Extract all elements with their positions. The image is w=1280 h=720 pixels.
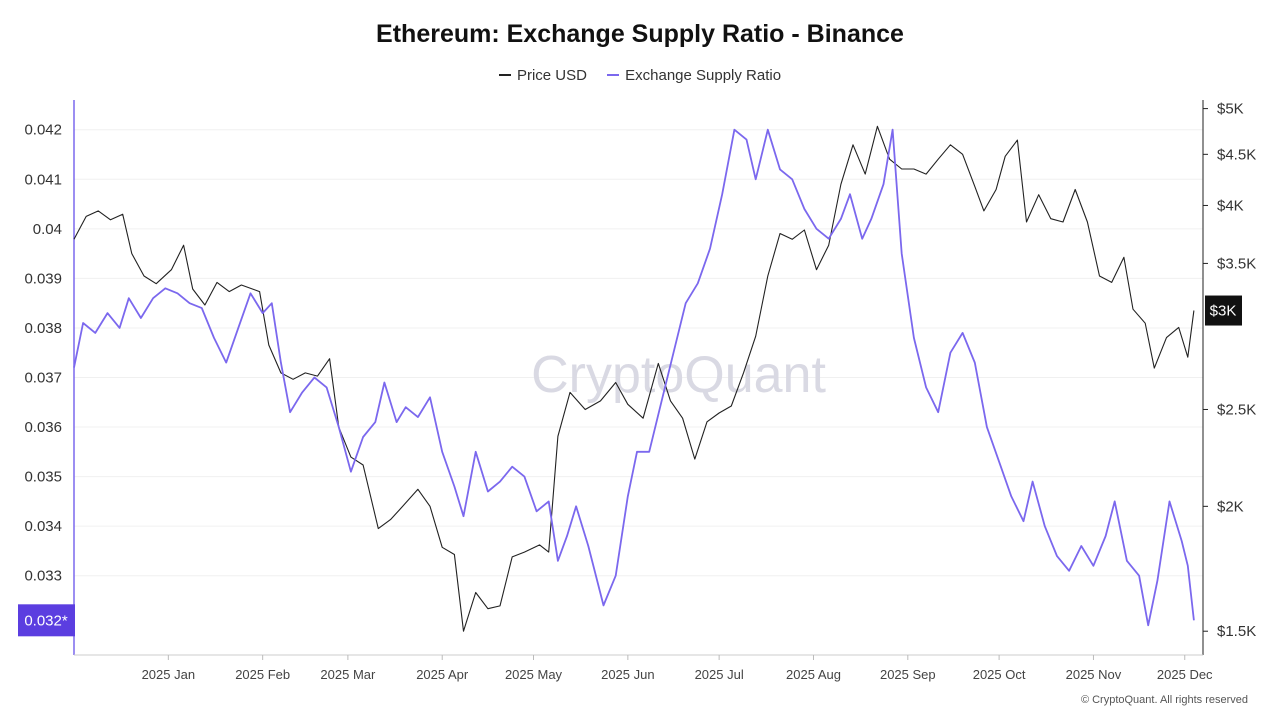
x-tick-label: 2025 Dec: [1157, 667, 1213, 682]
legend-label-price: Price USD: [516, 66, 587, 84]
legend-swatch-price: [498, 74, 511, 76]
x-tick-label: 2025 Feb: [235, 667, 290, 682]
x-tick-label: 2025 Aug: [786, 667, 841, 682]
left-tick-label: 0.039: [24, 270, 62, 287]
legend-item-price[interactable]: Price USD: [498, 66, 587, 84]
left-tick-label: 0.038: [24, 320, 62, 337]
x-tick-label: 2025 Jul: [695, 667, 744, 682]
series-line-price: [73, 125, 1195, 632]
chart-title: Ethereum: Exchange Supply Ratio - Binanc…: [376, 20, 904, 48]
right-tick-label: $3.5K: [1217, 255, 1256, 272]
right-tick-label: $1.5K: [1217, 623, 1256, 640]
left-tick-label: 0.035: [24, 469, 62, 486]
left-tick-label: 0.034: [24, 518, 62, 535]
x-tick-label: 2025 Apr: [416, 667, 469, 682]
left-tick-label: 0.04: [33, 221, 62, 238]
right-tick-label: $4K: [1217, 197, 1244, 214]
series-line-supply-ratio: [73, 128, 1195, 627]
x-tick-label: 2025 Jan: [142, 667, 196, 682]
x-tick-label: 2025 Sep: [880, 667, 936, 682]
copyright-notice: © CryptoQuant. All rights reserved: [1080, 694, 1248, 706]
right-tick-label: $2K: [1217, 498, 1244, 515]
legend-label-supply-ratio: Exchange Supply Ratio: [625, 66, 782, 84]
legend-swatch-supply-ratio: [607, 74, 620, 76]
right-tick-label: $5K: [1217, 101, 1244, 118]
current-price-badge: [1205, 295, 1242, 326]
x-tick-label: 2025 Jun: [601, 667, 655, 682]
watermark: CryptoQuant: [531, 346, 826, 404]
current-ratio-badge: [18, 604, 75, 637]
left-tick-label: 0.041: [24, 171, 62, 188]
chart-legend: Price USD Exchange Supply Ratio: [0, 63, 1280, 84]
x-tick-label: 2025 Nov: [1066, 667, 1122, 682]
current-ratio-label: 0.032*: [24, 612, 68, 629]
left-tick-label: 0.037: [24, 370, 62, 387]
right-tick-label: $4.5K: [1217, 146, 1256, 163]
right-tick-label: $2.5K: [1217, 401, 1256, 418]
left-tick-label: 0.036: [24, 419, 62, 436]
left-tick-label: 0.042: [24, 122, 62, 139]
legend-item-supply-ratio[interactable]: Exchange Supply Ratio: [607, 67, 781, 84]
current-price-label: $3K: [1210, 303, 1237, 320]
x-tick-label: 2025 Mar: [320, 667, 376, 682]
x-tick-label: 2025 May: [505, 667, 563, 682]
x-tick-label: 2025 Oct: [973, 667, 1026, 682]
left-tick-label: 0.033: [24, 568, 62, 585]
